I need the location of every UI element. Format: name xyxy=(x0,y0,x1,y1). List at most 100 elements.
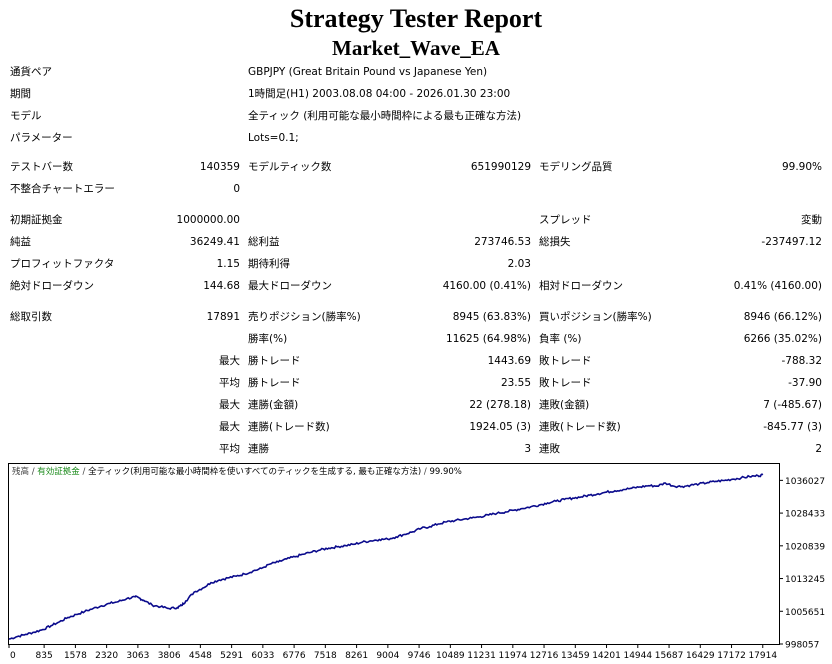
avg-consec-losses-label: 連敗 xyxy=(539,443,560,455)
loss-trades-label: 負率 (%) xyxy=(539,333,582,345)
loss-trades-value: 6266 (35.02%) xyxy=(743,333,822,345)
x-tick-label: 12716 xyxy=(530,651,559,661)
relative-drawdown-label: 相対ドローダウン xyxy=(539,280,623,292)
average-prefix: 平均 xyxy=(219,377,240,389)
max-consec-profit-label: 連勝(トレード数) xyxy=(248,421,330,433)
total-trades-label: 総取引数 xyxy=(10,311,52,323)
symbol-value: GBPJPY (Great Britain Pound vs Japanese … xyxy=(248,66,488,78)
largest-profit-value: 1443.69 xyxy=(487,355,531,367)
max-consec-wins-value: 22 (278.18) xyxy=(469,399,531,411)
legend-balance: 残高 xyxy=(12,467,30,477)
parameters-label: パラメーター xyxy=(10,132,73,144)
mismatched-errors-label: 不整合チャートエラー xyxy=(10,183,115,195)
largest-loss-label: 敗トレード xyxy=(539,355,592,367)
initial-deposit-label: 初期証拠金 xyxy=(10,214,63,226)
x-tick-label: 16429 xyxy=(686,651,715,661)
test-bars-label: テストバー数 xyxy=(10,161,73,173)
max-consec-profit-value: 1924.05 (3) xyxy=(469,421,531,433)
x-tick-label: 17914 xyxy=(748,651,777,661)
y-tick-label: 1028433 xyxy=(785,510,825,520)
x-tick-label: 6033 xyxy=(251,651,274,661)
absolute-drawdown-label: 絶対ドローダウン xyxy=(10,280,94,292)
avg-consec-wins-value: 3 xyxy=(524,443,531,455)
x-tick-label: 10489 xyxy=(436,651,465,661)
period-label: 期間 xyxy=(10,88,31,100)
max-consec-wins-label: 連勝(金額) xyxy=(248,399,299,411)
profit-trades-label: 勝率(%) xyxy=(248,333,288,345)
average-loss-value: -37.90 xyxy=(788,377,822,389)
y-tick-label: 1020839 xyxy=(785,542,825,552)
x-tick-label: 11231 xyxy=(467,651,496,661)
modeling-quality-value: 99.90% xyxy=(781,161,822,173)
average-profit-value: 23.55 xyxy=(500,377,531,389)
x-tick-label: 9746 xyxy=(408,651,431,661)
parameters-value: Lots=0.1; xyxy=(248,132,299,144)
symbol-label: 通貨ペア xyxy=(10,66,52,78)
avg-consec-wins-label: 連勝 xyxy=(248,443,269,455)
max-consec-loss-label: 連敗(トレード数) xyxy=(539,421,621,433)
model-label: モデル xyxy=(10,110,42,122)
short-positions-value: 8945 (63.83%) xyxy=(452,311,531,323)
legend-separator: / xyxy=(79,467,89,477)
largest-prefix: 最大 xyxy=(219,355,240,367)
x-tick-label: 1578 xyxy=(64,651,87,661)
x-tick-label: 2320 xyxy=(95,651,118,661)
short-positions-label: 売りポジション(勝率%) xyxy=(248,311,361,323)
model-ticks-label: モデルティック数 xyxy=(248,161,332,173)
report-title: Strategy Tester Report xyxy=(289,4,543,33)
x-tick-label: 15687 xyxy=(655,651,684,661)
balance-chart-svg: 1036027 1028433 1020839 1013245 1005651 99805… xyxy=(8,463,825,661)
y-tick-label: 1005651 xyxy=(785,608,825,618)
long-positions-label: 買いポジション(勝率%) xyxy=(539,311,652,323)
x-tick-label: 13459 xyxy=(561,651,590,661)
largest-prefix-3: 最大 xyxy=(219,421,240,433)
legend-separator: / xyxy=(29,467,38,477)
mismatched-errors-value: 0 xyxy=(233,183,240,195)
net-profit-label: 純益 xyxy=(10,236,31,248)
x-tick-label: 8261 xyxy=(345,651,368,661)
spread-label: スプレッド xyxy=(539,214,592,226)
x-tick-label: 5291 xyxy=(220,651,243,661)
x-tick-label: 17172 xyxy=(717,651,746,661)
gross-profit-value: 273746.53 xyxy=(474,236,531,248)
initial-deposit-value: 1000000.00 xyxy=(176,214,240,226)
y-tick-label: 998057 xyxy=(785,641,819,651)
profit-trades-value: 11625 (64.98%) xyxy=(446,333,531,345)
modeling-quality-label: モデリング品質 xyxy=(539,161,613,173)
balance-chart: 1036027 1028433 1020839 1013245 1005651 99805… xyxy=(8,463,830,664)
average-profit-label: 勝トレード xyxy=(248,377,301,389)
x-tick-label: 9004 xyxy=(376,651,399,661)
ea-name: Market_Wave_EA xyxy=(332,36,500,60)
total-trades-value: 17891 xyxy=(206,311,240,323)
profit-factor-label: プロフィットファクタ xyxy=(10,258,115,270)
max-consec-losses-label: 連敗(金額) xyxy=(539,399,590,411)
x-tick-label: 835 xyxy=(36,651,53,661)
maximal-drawdown-value: 4160.00 (0.41%) xyxy=(442,280,531,292)
legend-separator: / xyxy=(421,467,430,477)
model-value: 全ティック (利用可能な最小時間枠による最も正確な方法) xyxy=(248,110,522,122)
gross-loss-value: -237497.12 xyxy=(761,236,822,248)
x-tick-label: 4548 xyxy=(189,651,212,661)
balance-line xyxy=(8,473,764,640)
x-tick-label: 0 xyxy=(10,651,16,661)
expected-payoff-value: 2.03 xyxy=(507,258,531,270)
gross-loss-label: 総損失 xyxy=(539,236,571,248)
x-tick-label: 3063 xyxy=(126,651,149,661)
legend-equity: 有効証拠金 xyxy=(37,467,80,477)
relative-drawdown-value: 0.41% (4160.00) xyxy=(733,280,822,292)
net-profit-value: 36249.41 xyxy=(189,236,240,248)
chart-legend: 残高 / 有効証拠金 / 全ティック(利用可能な最小時間枠を使いすべてのティック… xyxy=(12,466,462,478)
expected-payoff-label: 期待利得 xyxy=(248,258,290,270)
long-positions-value: 8946 (66.12%) xyxy=(743,311,822,323)
legend-model: 全ティック(利用可能な最小時間枠を使いすべてのティックを生成する, 最も正確な方… xyxy=(88,467,422,477)
spread-value: 変動 xyxy=(801,214,822,226)
average-prefix-2: 平均 xyxy=(219,443,240,455)
legend-quality: 99.90% xyxy=(429,467,462,477)
chart-frame xyxy=(8,463,780,645)
y-tick-label: 1036027 xyxy=(785,477,825,487)
x-tick-label: 6776 xyxy=(283,651,306,661)
largest-profit-label: 勝トレード xyxy=(248,355,301,367)
period-value: 1時間足(H1) 2003.08.08 04:00 - 2026.01.30 2… xyxy=(248,88,511,100)
y-tick-label: 1013245 xyxy=(785,575,825,585)
avg-consec-losses-value: 2 xyxy=(815,443,822,455)
